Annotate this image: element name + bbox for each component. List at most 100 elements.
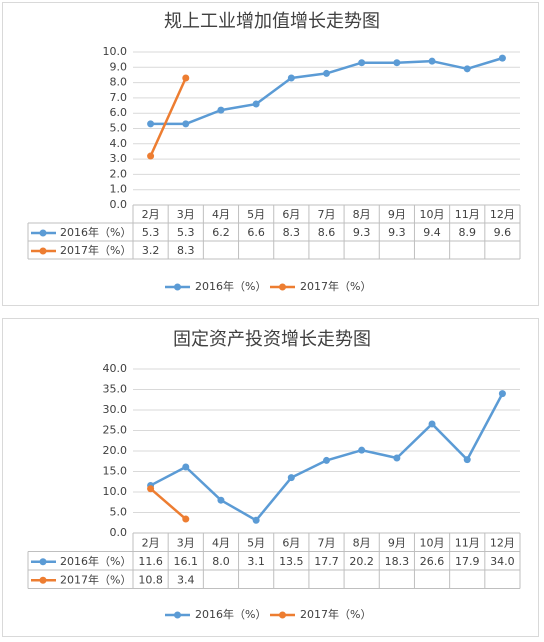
point [463, 65, 471, 73]
table-value: 9.6 [494, 226, 512, 239]
series-line [149, 487, 187, 521]
table-series-name: 2016年（%） [60, 225, 131, 239]
legend-label: 2017年（%） [300, 607, 371, 621]
x-tick-label: 3月 [177, 536, 195, 549]
table-value: 3.1 [247, 555, 265, 568]
x-tick-label: 3月 [177, 208, 195, 221]
legend-label: 2016年（%） [195, 279, 266, 293]
table-value: 9.3 [388, 226, 406, 239]
x-tick-label: 6月 [282, 536, 300, 549]
x-tick-label: 11月 [455, 536, 480, 549]
legend-marker [279, 611, 286, 619]
table-series-name: 2016年（%） [60, 554, 131, 568]
y-tick-label: 4.0 [110, 137, 128, 150]
table-series-name: 2017年（%） [60, 243, 131, 257]
table-value: 13.5 [279, 555, 304, 568]
table-value: 17.9 [455, 555, 480, 568]
x-tick-label: 10月 [420, 536, 445, 549]
point [323, 456, 330, 464]
table-value: 8.3 [177, 244, 195, 257]
table-value: 8.9 [458, 226, 476, 239]
table-legend-marker [39, 229, 47, 237]
point [147, 485, 155, 493]
y-tick-label: 25.0 [103, 424, 128, 437]
x-tick-label: 5月 [247, 536, 265, 549]
x-tick-label: 9月 [388, 536, 406, 549]
legend-marker [174, 283, 181, 291]
table-value: 10.8 [138, 573, 163, 586]
point [358, 446, 366, 454]
point [498, 390, 506, 398]
point [182, 515, 190, 523]
table-value: 5.3 [142, 226, 160, 239]
x-tick-label: 12月 [490, 536, 515, 549]
table-value: 5.3 [177, 226, 195, 239]
y-tick-label: 8.0 [110, 76, 128, 89]
point [428, 57, 436, 65]
x-tick-label: 8月 [353, 536, 371, 549]
y-tick-label: 0.0 [110, 198, 128, 211]
y-tick-label: 3.0 [110, 152, 128, 165]
point [182, 74, 190, 82]
legend-marker [174, 611, 181, 619]
y-tick-label: 6.0 [110, 106, 128, 119]
y-tick-label: 2.0 [110, 167, 128, 180]
point [463, 456, 471, 464]
y-tick-label: 40.0 [103, 362, 128, 375]
y-tick-label: 1.0 [110, 183, 128, 196]
x-tick-label: 8月 [353, 208, 371, 221]
legend-label: 2017年（%） [300, 279, 371, 293]
x-tick-label: 7月 [318, 536, 336, 549]
x-tick-label: 7月 [318, 208, 336, 221]
point [182, 120, 190, 128]
y-tick-label: 5.0 [110, 506, 128, 519]
point [182, 463, 190, 471]
series-line [149, 77, 187, 157]
chart-frame [2, 2, 539, 306]
table-value: 18.3 [385, 555, 410, 568]
point [393, 59, 401, 67]
x-tick-label: 5月 [247, 208, 265, 221]
x-tick-label: 10月 [420, 208, 445, 221]
y-tick-label: 5.0 [110, 122, 128, 135]
table-value: 9.4 [423, 226, 441, 239]
y-tick-label: 0.0 [110, 526, 128, 539]
table-value: 20.2 [349, 555, 374, 568]
table-legend-marker [39, 576, 47, 584]
legend-label: 2016年（%） [195, 607, 266, 621]
table-legend-marker [39, 558, 47, 566]
point [287, 74, 295, 82]
point [217, 106, 225, 114]
point [428, 420, 436, 428]
y-tick-label: 10.0 [103, 45, 128, 58]
table-value: 3.4 [177, 573, 195, 586]
point [393, 454, 401, 462]
x-tick-label: 4月 [212, 536, 230, 549]
x-tick-label: 6月 [282, 208, 300, 221]
table-value: 8.3 [283, 226, 301, 239]
table-series-name: 2017年（%） [60, 572, 131, 586]
x-tick-label: 2月 [142, 536, 160, 549]
table-value: 3.2 [142, 244, 160, 257]
table-value: 6.2 [212, 226, 230, 239]
point [252, 100, 260, 108]
point [498, 54, 506, 62]
point [287, 474, 295, 482]
table-value: 9.3 [353, 226, 371, 239]
y-tick-label: 30.0 [103, 403, 128, 416]
y-tick-label: 9.0 [110, 60, 128, 73]
x-tick-label: 11月 [455, 208, 480, 221]
y-tick-label: 15.0 [103, 465, 128, 478]
point [147, 120, 155, 128]
chart-title: 固定资产投资增长走势图 [173, 329, 371, 350]
table-value: 34.0 [490, 555, 515, 568]
table-value: 17.7 [314, 555, 339, 568]
point [358, 59, 366, 67]
table-value: 8.6 [318, 226, 336, 239]
point [147, 152, 155, 160]
table-value: 16.1 [174, 555, 199, 568]
y-tick-label: 7.0 [110, 91, 128, 104]
table-value: 6.6 [247, 226, 265, 239]
chart-title: 规上工业增加值增长走势图 [164, 11, 380, 32]
